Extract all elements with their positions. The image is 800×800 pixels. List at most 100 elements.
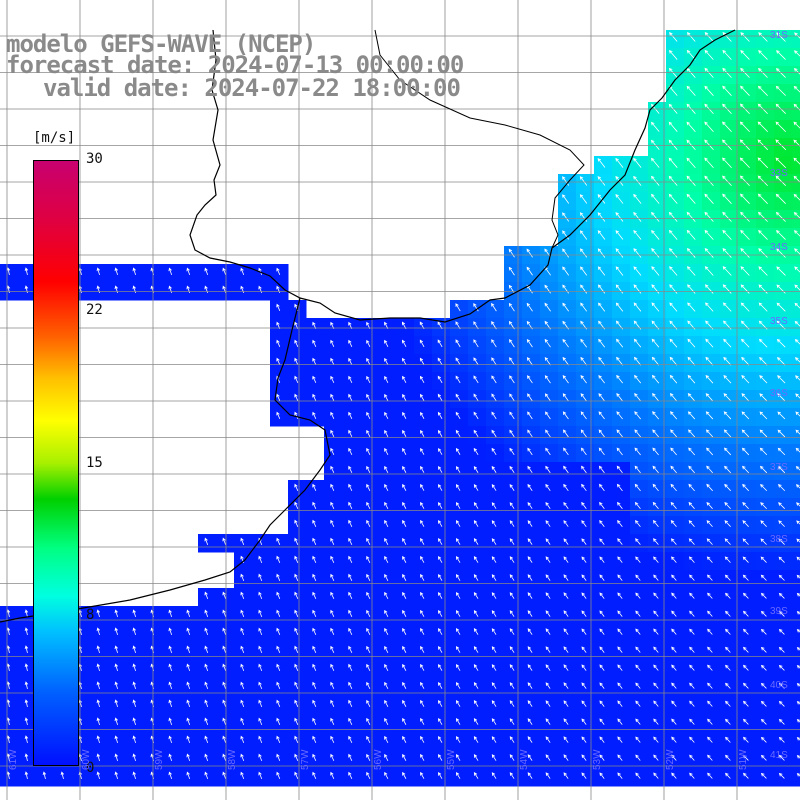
wind-arrow — [437, 411, 443, 419]
wind-arrow — [222, 267, 227, 276]
wind-arrow — [687, 302, 696, 312]
wind-arrow — [723, 429, 732, 438]
wind-arrow — [312, 699, 317, 707]
wind-arrow — [616, 465, 623, 474]
wind-arrow — [689, 646, 695, 653]
wind-arrow — [689, 628, 695, 635]
wind-arrow — [615, 284, 624, 294]
wind-arrow — [509, 502, 515, 509]
wind-arrow — [348, 717, 353, 725]
wind-arrow — [491, 411, 497, 420]
wind-arrow — [366, 609, 371, 617]
wind-arrow — [778, 610, 785, 617]
wind-arrow — [793, 50, 800, 57]
wind-arrow — [294, 357, 299, 365]
wind-arrow — [186, 663, 191, 672]
wind-arrow — [616, 447, 623, 456]
wind-arrow — [669, 302, 678, 312]
wind-arrow — [348, 699, 353, 707]
wind-arrow — [402, 393, 407, 401]
wind-arrow — [739, 175, 750, 187]
wind-arrow — [186, 681, 191, 690]
wind-arrow — [671, 772, 677, 779]
wind-arrow — [724, 520, 731, 527]
wind-arrow — [686, 85, 696, 96]
wind-arrow — [24, 663, 29, 672]
wind-arrow — [580, 393, 587, 402]
wind-arrow — [725, 646, 731, 653]
wind-arrow — [704, 139, 714, 151]
wind-arrow — [742, 646, 749, 653]
wind-arrow — [132, 267, 136, 276]
wind-arrow — [722, 248, 732, 258]
wind-arrow — [650, 157, 660, 168]
wind-arrow — [384, 501, 389, 509]
wind-arrow — [688, 556, 695, 563]
wind-arrow — [740, 32, 750, 42]
wind-arrow — [760, 483, 768, 492]
wind-arrow — [650, 175, 660, 186]
wind-arrow — [473, 718, 479, 725]
wind-arrow — [348, 573, 353, 581]
wind-arrow — [776, 302, 786, 312]
wind-arrow — [437, 375, 443, 384]
wind-arrow — [724, 501, 731, 510]
wind-arrow — [706, 483, 713, 492]
wind-arrow — [563, 610, 569, 617]
wind-arrow — [132, 645, 136, 654]
wind-arrow — [615, 211, 624, 222]
wind-arrow — [741, 356, 750, 366]
wind-arrow — [778, 682, 785, 689]
wind-cell — [792, 534, 800, 553]
wind-arrow — [599, 574, 605, 581]
wind-arrow — [545, 628, 551, 635]
wind-arrow — [438, 519, 443, 527]
wind-arrow — [740, 302, 750, 312]
wind-arrow — [760, 754, 767, 761]
wind-arrow — [24, 267, 29, 276]
wind-arrow — [686, 211, 696, 222]
wind-arrow — [793, 68, 800, 75]
wind-arrow — [650, 139, 660, 150]
wind-arrow — [473, 429, 479, 438]
wind-arrow — [544, 393, 551, 402]
wind-arrow — [491, 357, 497, 366]
wind-arrow — [778, 502, 785, 509]
wind-arrow — [722, 32, 732, 42]
wind-arrow — [455, 447, 461, 455]
wind-arrow — [580, 411, 587, 420]
wind-arrow — [562, 194, 570, 204]
wind-arrow — [366, 483, 371, 491]
wind-arrow — [742, 610, 749, 617]
wind-arrow — [545, 736, 551, 743]
wind-arrow — [599, 664, 605, 671]
wind-arrow — [653, 682, 659, 689]
wind-arrow — [96, 627, 101, 636]
wind-arrow — [330, 519, 335, 527]
wind-arrow — [330, 429, 335, 437]
wind-arrow — [740, 67, 750, 78]
wind-arrow — [739, 193, 750, 204]
wind-arrow — [240, 663, 245, 672]
wind-arrow — [348, 627, 353, 635]
wind-arrow — [671, 700, 677, 707]
wind-arrow — [509, 393, 515, 402]
wind-arrow — [402, 339, 407, 348]
wind-arrow — [562, 248, 570, 258]
wind-arrow — [617, 700, 623, 707]
wind-arrow — [634, 447, 641, 456]
wind-arrow — [366, 339, 371, 347]
wind-arrow — [686, 175, 696, 186]
wind-arrow — [473, 411, 479, 420]
wind-arrow — [132, 699, 136, 708]
wind-arrow — [760, 682, 767, 689]
wind-arrow — [204, 735, 209, 744]
wind-arrow — [724, 483, 731, 492]
wind-arrow — [348, 411, 353, 419]
wind-arrow — [438, 627, 443, 635]
wind-arrow — [473, 357, 479, 366]
wind-arrow — [366, 519, 371, 527]
wind-arrow — [706, 520, 713, 527]
wind-arrow — [402, 429, 407, 437]
wind-arrow — [366, 627, 371, 635]
